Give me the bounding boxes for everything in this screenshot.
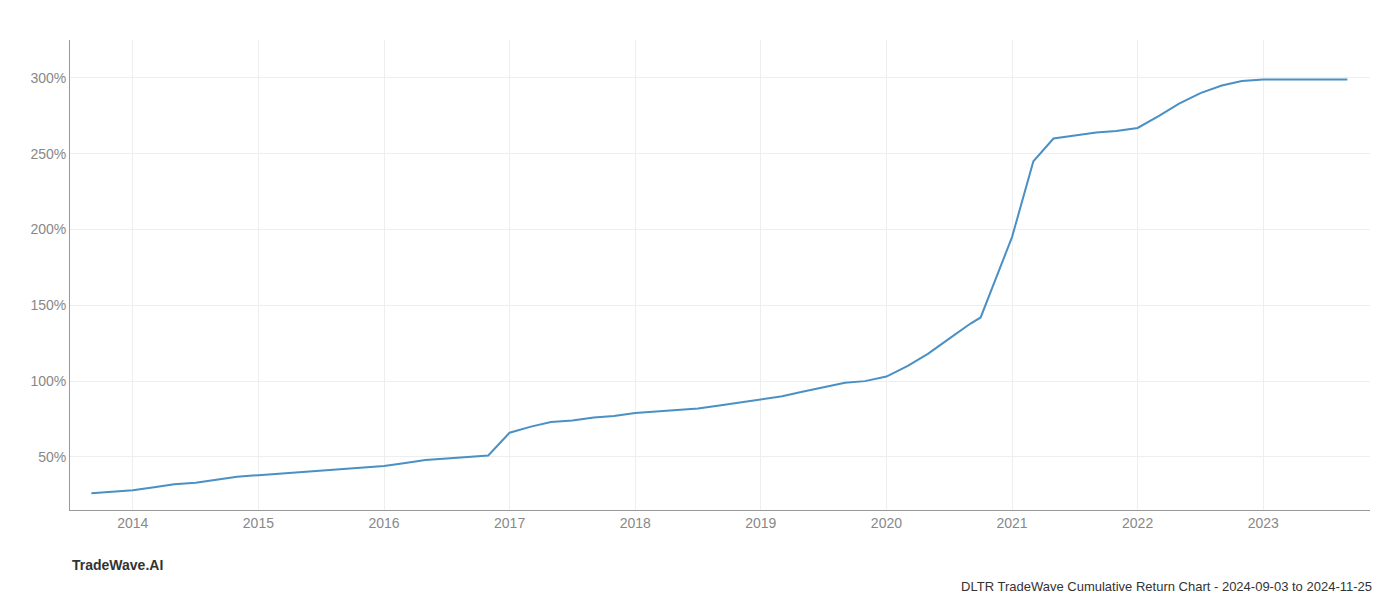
svg-text:2023: 2023	[1248, 515, 1279, 531]
svg-text:DLTR TradeWave Cumulative Retu: DLTR TradeWave Cumulative Return Chart -…	[961, 579, 1372, 594]
svg-text:2017: 2017	[494, 515, 525, 531]
svg-text:2016: 2016	[368, 515, 399, 531]
svg-text:250%: 250%	[30, 146, 66, 162]
svg-text:2022: 2022	[1122, 515, 1153, 531]
svg-text:2019: 2019	[745, 515, 776, 531]
svg-text:100%: 100%	[30, 373, 66, 389]
svg-text:2020: 2020	[871, 515, 902, 531]
svg-text:TradeWave.AI: TradeWave.AI	[72, 557, 163, 573]
svg-text:50%: 50%	[38, 449, 66, 465]
svg-text:2015: 2015	[243, 515, 274, 531]
svg-text:2018: 2018	[620, 515, 651, 531]
svg-text:200%: 200%	[30, 221, 66, 237]
svg-text:150%: 150%	[30, 297, 66, 313]
svg-text:2014: 2014	[117, 515, 148, 531]
svg-text:2021: 2021	[996, 515, 1027, 531]
svg-text:300%: 300%	[30, 70, 66, 86]
